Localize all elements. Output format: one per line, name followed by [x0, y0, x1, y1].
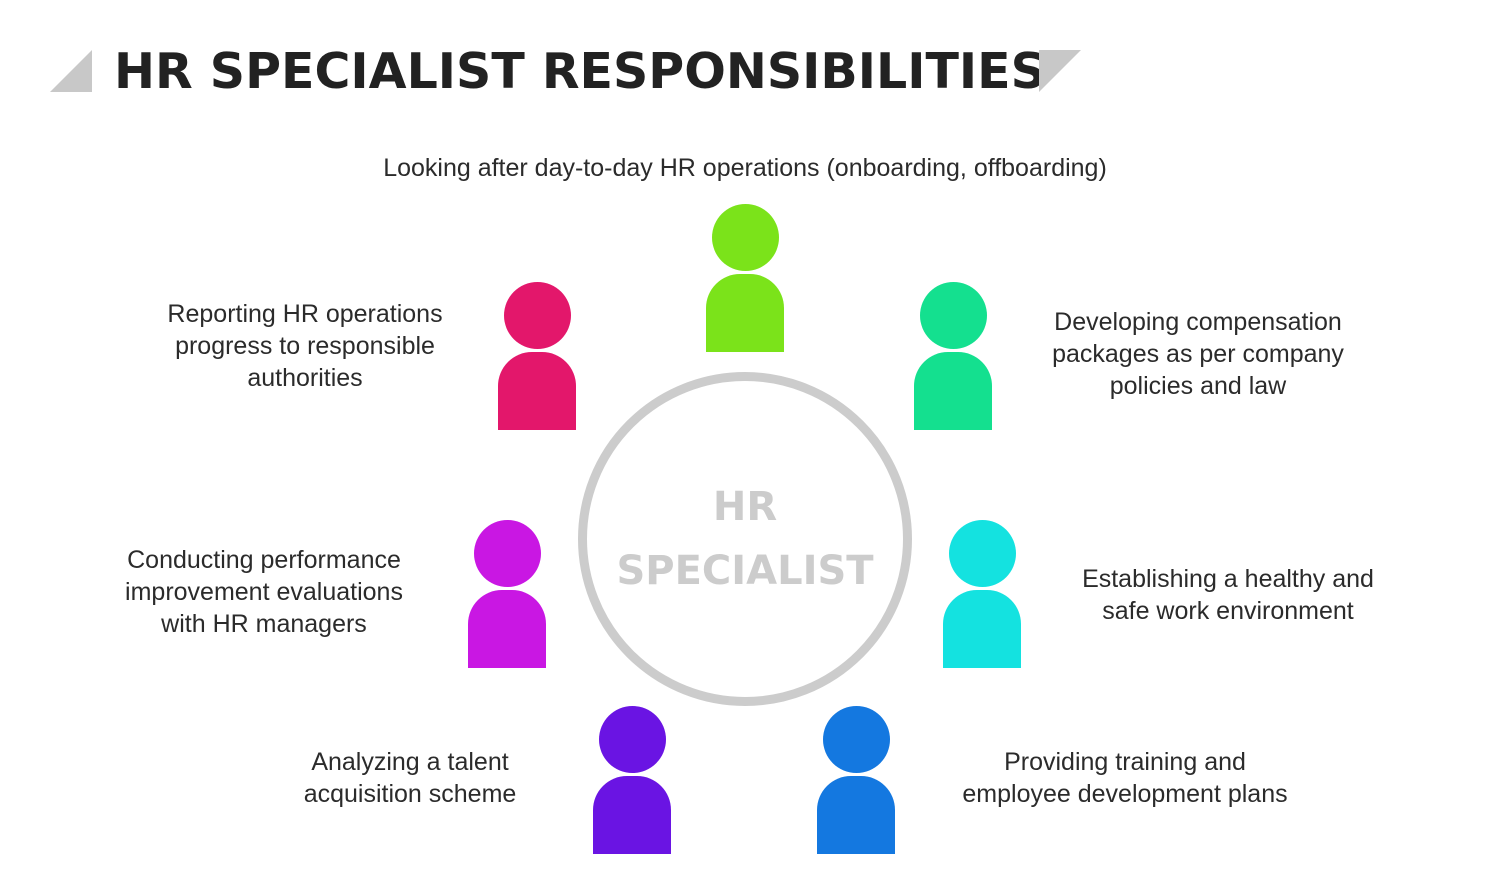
responsibility-line: Establishing a healthy and: [1082, 565, 1374, 593]
center-label-line-1: HR: [712, 484, 778, 530]
responsibility-line: Providing training and: [1004, 748, 1246, 776]
responsibility-line: Conducting performance: [127, 546, 401, 574]
person-head: [920, 282, 987, 349]
page-title: HR SPECIALIST RESPONSIBILITIES: [114, 43, 1046, 100]
responsibility-line: authorities: [247, 364, 363, 392]
title-row: HR SPECIALIST RESPONSIBILITIES: [0, 0, 1490, 120]
person-body: [468, 590, 546, 668]
responsibility-line: with HR managers: [161, 610, 367, 638]
center-label-line-2: SPECIALIST: [616, 548, 874, 594]
responsibility-line: Developing compensation: [1054, 308, 1342, 336]
responsibility-mid-left: Conducting performance improvement evalu…: [84, 544, 444, 640]
person-head: [504, 282, 571, 349]
responsibility-bottom-right: Providing training and employee developm…: [925, 746, 1325, 810]
person-head: [474, 520, 541, 587]
person-body: [498, 352, 576, 430]
responsibility-top: Looking after day-to-day HR operations (…: [245, 152, 1245, 184]
person-body: [706, 274, 784, 352]
responsibility-line: employee development plans: [962, 780, 1288, 808]
person-body: [914, 352, 992, 430]
responsibility-line: policies and law: [1109, 372, 1287, 400]
responsibility-bottom-left: Analyzing a talent acquisition scheme: [270, 746, 550, 810]
person-body: [593, 776, 671, 854]
responsibility-top-left: Reporting HR operations progress to resp…: [120, 298, 490, 394]
center-label: HR SPECIALIST: [587, 381, 903, 697]
person-head: [823, 706, 890, 773]
person-body: [817, 776, 895, 854]
center-circle: HR SPECIALIST: [578, 372, 912, 706]
person-head: [949, 520, 1016, 587]
responsibility-top-right: Developing compensation packages as per …: [1013, 306, 1383, 402]
person-head: [599, 706, 666, 773]
responsibility-mid-right: Establishing a healthy and safe work env…: [1043, 563, 1413, 627]
title-right-triangle-icon: [1039, 50, 1081, 92]
responsibility-line: safe work environment: [1102, 597, 1354, 625]
person-body: [943, 590, 1021, 668]
title-left-triangle-icon: [50, 50, 92, 92]
responsibility-line: packages as per company: [1052, 340, 1344, 368]
person-icon-bottom-right: [817, 706, 895, 854]
person-icon-top-right: [914, 282, 992, 430]
responsibility-line: Reporting HR operations: [167, 300, 443, 328]
person-icon-mid-right: [943, 520, 1021, 668]
person-icon-top-left: [498, 282, 576, 430]
responsibility-line: Analyzing a talent: [311, 748, 509, 776]
person-icon-mid-left: [468, 520, 546, 668]
person-icon-bottom-left: [593, 706, 671, 854]
person-head: [712, 204, 779, 271]
responsibility-line: acquisition scheme: [303, 780, 517, 808]
responsibility-line: Looking after day-to-day HR operations (…: [383, 154, 1107, 182]
person-icon-top: [706, 204, 784, 352]
responsibility-line: improvement evaluations: [125, 578, 403, 606]
responsibility-line: progress to responsible: [175, 332, 435, 360]
